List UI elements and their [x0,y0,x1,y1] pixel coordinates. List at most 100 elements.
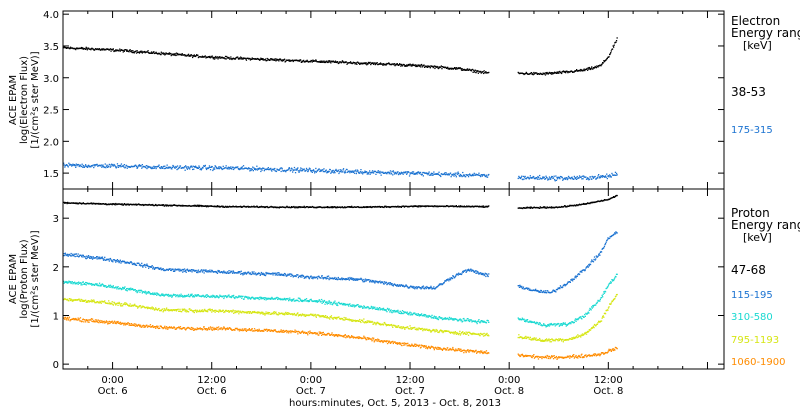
data-point [71,254,73,256]
data-point [366,307,368,309]
data-point [573,278,575,280]
data-point [163,52,165,55]
data-point [457,274,459,276]
data-point [179,165,182,167]
data-point [369,281,371,283]
data-point [320,301,322,303]
data-point [383,206,385,209]
data-point [454,276,456,278]
data-point [559,323,562,325]
data-point [407,64,409,66]
data-point [430,173,432,175]
data-point [566,282,569,284]
data-point [363,281,366,283]
data-point [307,300,309,303]
data-point [522,287,524,289]
data-point [275,58,278,60]
data-point [607,284,610,286]
data-point [207,167,209,170]
data-point [401,312,403,315]
data-point [81,163,83,165]
data-point [564,70,566,73]
data-point [220,167,223,169]
data-point [218,296,220,298]
data-point [138,289,141,292]
data-point [390,172,393,174]
data-point [100,285,102,287]
data-point [427,65,429,67]
data-point [613,196,615,198]
data-point [360,305,362,307]
data-point [326,302,328,304]
data-point [112,303,114,305]
data-point [305,167,308,170]
data-point [406,311,408,313]
data-point [242,58,244,60]
data-point [75,202,77,205]
data-point [120,163,123,165]
data-point [164,54,166,56]
data-point [205,205,207,207]
data-point [74,253,76,255]
data-point [233,294,235,297]
data-point [80,47,82,49]
data-point [63,201,65,204]
data-point [207,205,209,207]
data-point [222,271,224,273]
data-point [315,300,317,302]
data-point [196,167,198,169]
data-point [330,172,332,174]
data-point [470,319,473,321]
data-point [316,301,319,303]
data-point [225,58,227,60]
data-point [557,71,559,73]
data-point [471,174,473,176]
data-point [424,205,426,207]
data-point [450,67,452,69]
data-point [204,308,206,311]
data-point [332,302,334,305]
y-tick-label: 0 [53,360,59,371]
data-point [307,206,309,208]
data-point [346,168,348,171]
data-point [324,171,326,173]
data-point [384,309,386,311]
data-point [160,267,162,269]
data-point [480,272,482,274]
data-point [257,167,259,170]
data-point [575,277,577,279]
data-point [214,168,216,170]
data-point [293,298,295,300]
data-point [569,281,571,283]
data-point [364,278,367,280]
data-point [388,173,390,175]
data-point [462,175,464,177]
data-point [253,168,256,170]
data-point [301,300,304,303]
data-point [182,271,184,273]
data-point [428,288,430,290]
data-point [136,50,138,52]
data-point [227,296,229,298]
data-point [191,271,193,273]
data-point [488,71,490,74]
data-point [427,174,429,176]
data-point [564,285,566,287]
data-point [419,314,422,317]
data-point [543,207,545,209]
data-point [422,285,424,287]
data-point [283,297,286,300]
data-point [326,277,328,279]
data-point [282,273,285,276]
data-point [374,63,376,66]
data-point [481,174,483,176]
data-point [378,171,380,173]
data-point [187,293,190,296]
data-point [334,303,337,305]
data-point [418,314,420,316]
data-point [480,273,482,275]
data-point [135,264,138,266]
data-point [594,259,596,261]
data-point [118,50,120,52]
